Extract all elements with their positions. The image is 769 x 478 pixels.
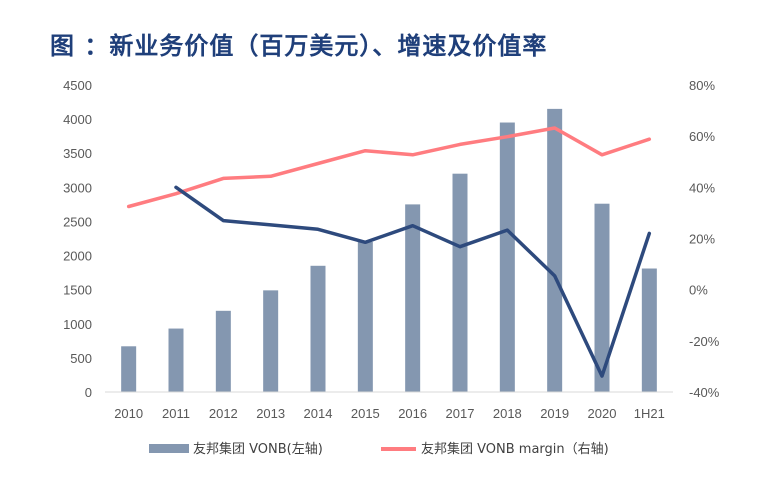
bar-2019 bbox=[547, 108, 563, 392]
left-tick-label: 3500 bbox=[63, 146, 92, 161]
left-tick-label: 1000 bbox=[63, 317, 92, 332]
left-tick-label: 1500 bbox=[63, 283, 92, 298]
left-tick-label: 4000 bbox=[63, 112, 92, 127]
chart-title: 图 ：新业务价值（百万美元）、增速及价值率 bbox=[50, 32, 548, 60]
x-tick-label: 2013 bbox=[256, 406, 285, 421]
right-tick-label: 0% bbox=[689, 283, 708, 298]
bar-2011 bbox=[168, 328, 184, 392]
right-tick-label: 80% bbox=[689, 78, 715, 93]
x-tick-label: 2012 bbox=[209, 406, 238, 421]
margin-line bbox=[126, 126, 652, 209]
left-tick-label: 4500 bbox=[63, 78, 92, 93]
bar-1H21 bbox=[641, 268, 657, 392]
x-tick-label: 2015 bbox=[351, 406, 380, 421]
bar-2018 bbox=[499, 122, 515, 393]
bar-2012 bbox=[215, 310, 231, 392]
left-tick-label: 2000 bbox=[63, 249, 92, 264]
line-series bbox=[126, 126, 652, 378]
bar-2017 bbox=[452, 173, 468, 392]
bar-2020 bbox=[594, 203, 610, 392]
x-tick-label: 2019 bbox=[540, 406, 569, 421]
left-tick-label: 500 bbox=[70, 351, 92, 366]
legend-bar-label: 友邦集团 VONB(左轴) bbox=[193, 441, 323, 457]
legend-line-label: 友邦集团 VONB margin（右轴) bbox=[421, 441, 609, 457]
right-tick-label: 60% bbox=[689, 129, 715, 144]
right-tick-label: 40% bbox=[689, 180, 715, 195]
legend: 友邦集团 VONB(左轴) 友邦集团 VONB margin（右轴) bbox=[149, 441, 609, 457]
right-tick-label: -20% bbox=[689, 334, 720, 349]
bar-2013 bbox=[263, 290, 279, 392]
left-tick-label: 3000 bbox=[63, 180, 92, 195]
x-tick-label: 2011 bbox=[162, 406, 190, 421]
x-tick-label: 2010 bbox=[114, 406, 143, 421]
left-tick-label: 2500 bbox=[63, 214, 92, 229]
x-tick-label: 2017 bbox=[446, 406, 475, 421]
x-tick-label: 2016 bbox=[398, 406, 427, 421]
bar-2010 bbox=[121, 346, 137, 392]
left-tick-label: 0 bbox=[85, 385, 92, 400]
right-tick-label: 20% bbox=[689, 232, 715, 247]
right-tick-label: -40% bbox=[689, 385, 720, 400]
bar-series bbox=[121, 108, 657, 393]
growth-line bbox=[174, 185, 652, 378]
bar-2014 bbox=[310, 265, 326, 392]
bar-2016 bbox=[405, 204, 421, 392]
bar-2015 bbox=[357, 241, 373, 392]
left-axis-ticks: 0 500 1000 1500 2000 2500 3000 3500 4000 4500 bbox=[63, 78, 92, 400]
x-tick-label: 2020 bbox=[588, 406, 617, 421]
x-axis-ticks: 2010 2011 2012 2013 2014 2015 2016 2017 2018 2019… bbox=[114, 406, 665, 421]
x-tick-label: 2018 bbox=[493, 406, 522, 421]
x-tick-label: 1H21 bbox=[634, 406, 665, 421]
legend-bar-swatch bbox=[149, 444, 189, 453]
right-axis-ticks: -40% -20% 0% 20% 40% 60% 80% bbox=[689, 78, 720, 400]
x-tick-label: 2014 bbox=[304, 406, 333, 421]
